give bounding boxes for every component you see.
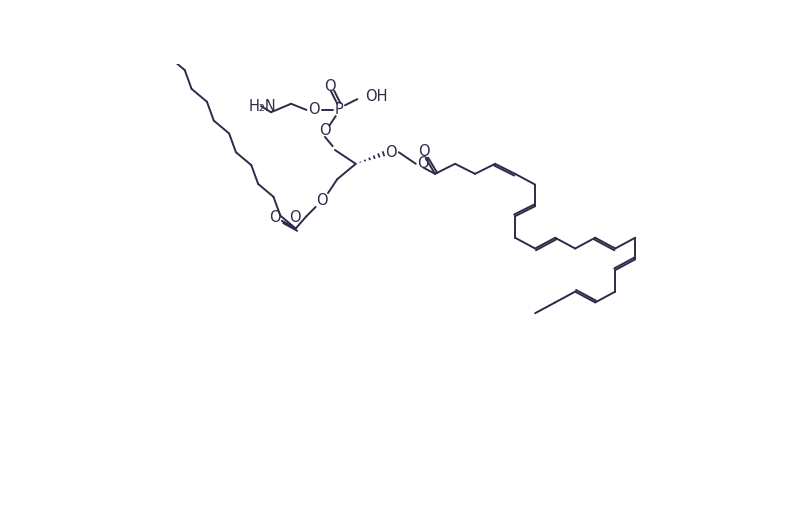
Text: O: O [316, 193, 327, 208]
Text: O: O [418, 156, 429, 172]
Text: O: O [269, 210, 281, 225]
Text: O: O [418, 144, 430, 159]
Text: H₂N: H₂N [249, 99, 276, 114]
Text: P: P [334, 102, 343, 117]
Text: O: O [289, 210, 301, 225]
Text: O: O [319, 123, 330, 138]
Text: OH: OH [365, 89, 388, 104]
Text: O: O [385, 145, 397, 160]
Text: O: O [309, 102, 320, 117]
Text: O: O [324, 79, 336, 93]
